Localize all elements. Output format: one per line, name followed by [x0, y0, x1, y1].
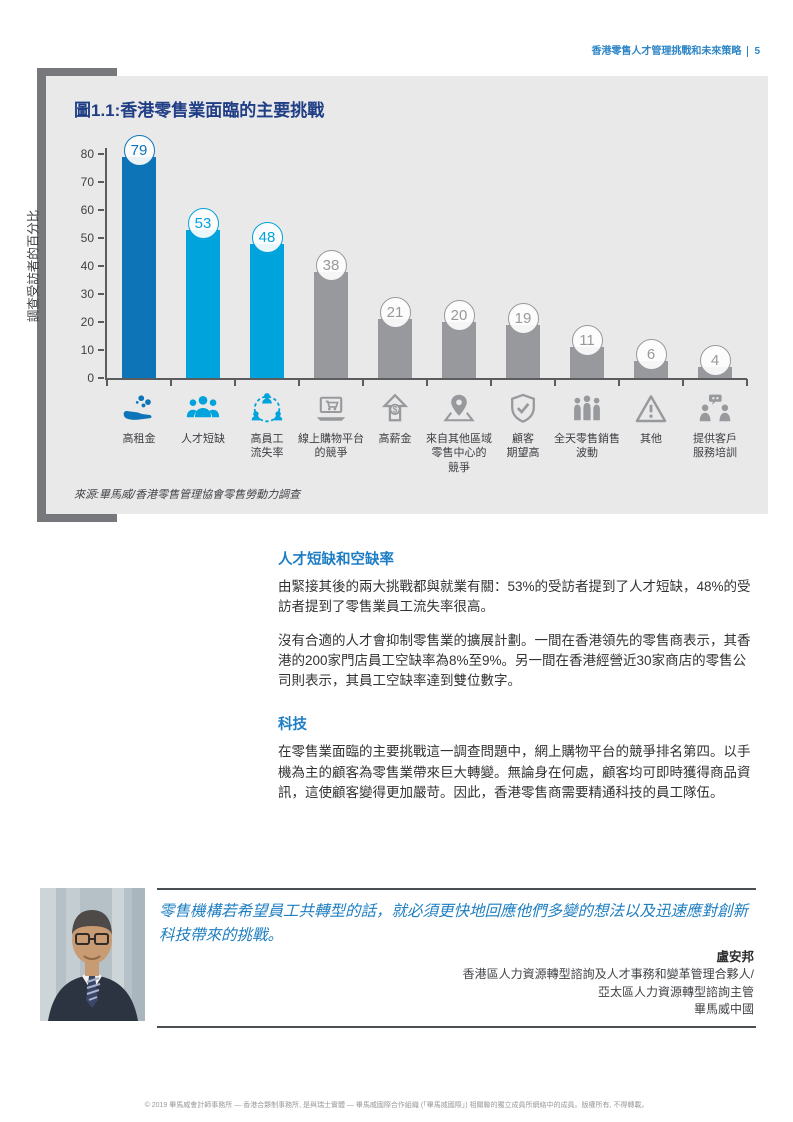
panel-bracket-bottom [37, 513, 117, 522]
bar-value-badge: 21 [379, 297, 411, 329]
y-tick-label: 30 [80, 287, 94, 301]
panel-bracket-left [37, 68, 46, 522]
online-shopping-cart-icon [313, 391, 349, 427]
category-label: 提供客戶 服務培訓 [693, 433, 737, 460]
bar [122, 156, 156, 378]
quote-author-title: 香港區人力資源轉型諮詢及人才事務和變革管理合夥人/ [462, 967, 754, 982]
y-tick-label: 50 [80, 231, 94, 245]
category-label: 高薪金 [378, 433, 412, 445]
y-tick-label: 40 [80, 259, 94, 273]
bar [378, 319, 412, 378]
warning-triangle-icon [633, 391, 669, 427]
x-tick-mark [298, 379, 300, 386]
x-tick-mark [362, 379, 364, 386]
paragraph: 由緊接其後的兩大挑戰都與就業有關：53%的受訪者提到了人才短缺，48%的受訪者提… [278, 579, 751, 615]
bar-value-badge: 6 [635, 339, 667, 371]
bar-value-badge: 11 [571, 325, 603, 357]
x-tick-mark [554, 379, 556, 386]
category-label: 線上購物平台 的競爭 [298, 433, 364, 460]
category-label: 來自其他區域 零售中心的 競爭 [426, 433, 492, 474]
y-axis-title: 調查受訪者的百分比 [26, 209, 41, 323]
y-tick-mark [98, 349, 104, 351]
quote-author-title: 亞太區人力資源轉型諮詢主管 [597, 984, 754, 999]
category-label: 高租金 [122, 433, 156, 445]
quote-text: 零售機構若希望員工共轉型的話，就必須更快地回應他們多變的想法以及迅速應對創新科技… [159, 903, 749, 945]
x-tick-mark [234, 379, 236, 386]
portrait-photo [40, 888, 145, 1021]
copyright-footer: © 2019 畢馬威會計師事務所 — 香港合夥制事務所, 是與瑞士實體 — 畢馬… [144, 1102, 649, 1109]
shield-check-icon [505, 391, 541, 427]
bar-value-badge: 4 [699, 344, 731, 376]
people-group-icon [185, 391, 221, 427]
quote-author-company: 畢馬威中國 [693, 1001, 754, 1016]
portrait-illustration [40, 888, 145, 1021]
bar-value-badge: 38 [315, 249, 347, 281]
y-tick-label: 0 [87, 371, 94, 385]
x-tick-mark [490, 379, 492, 386]
quote-author: 盧安邦 [716, 950, 754, 965]
bar-value-badge: 20 [443, 300, 475, 331]
hand-coins-icon [121, 391, 157, 427]
y-tick-label: 80 [80, 147, 94, 161]
quote-block: 零售機構若希望員工共轉型的話，就必須更快地回應他們多變的想法以及迅速應對創新科技… [157, 888, 756, 1029]
chart-panel: 圖1.1:香港零售業面臨的主要挑戰 調查受訪者的百分比 0 10 20 30 40 50 6… [27, 76, 768, 514]
people-fluctuation-icon [569, 391, 605, 427]
salary-up-arrow-icon: $ [377, 391, 413, 427]
y-tick-label: 20 [80, 315, 94, 329]
page-header: 香港零售人才管理挑戰和未來策略 5 [591, 42, 760, 57]
quote-attribution: 盧安邦 香港區人力資源轉型諮詢及人才事務和變革管理合夥人/ 亞太區人力資源轉型諮… [159, 948, 754, 1018]
category-label: 顧客 期望高 [506, 433, 540, 460]
x-tick-mark [106, 379, 108, 386]
category-label: 高員工 流失率 [250, 433, 284, 460]
x-tick-mark [682, 379, 684, 386]
customer-service-training-icon [697, 391, 733, 427]
svg-text:$: $ [392, 404, 397, 414]
bar [250, 243, 284, 378]
bar [314, 271, 348, 378]
paragraph: 沒有合適的人才會抑制零售業的擴展計劃。一間在香港領先的零售商表示，其香港的200… [278, 632, 751, 689]
y-tick-mark [98, 209, 104, 211]
chart-source: 來源:畢馬威/香港零售管理協會零售勞動力調查 [74, 489, 301, 501]
y-tick-label: 60 [80, 203, 94, 217]
bar-chart: 調查受訪者的百分比 0 10 20 30 40 50 60 70 80 79 高租金 53 人才短缺 48… [27, 76, 768, 514]
section-heading-technology: 科技 [278, 717, 307, 734]
bar [186, 229, 220, 378]
y-tick-mark [98, 321, 104, 323]
section-heading-talent: 人才短缺和空缺率 [278, 552, 394, 568]
y-tick-mark [98, 237, 104, 239]
y-tick-mark [98, 181, 104, 183]
paragraph: 在零售業面臨的主要挑戰這一調查問題中，網上購物平台的競爭排名第四。以手機為主的顧… [278, 744, 751, 800]
bar [442, 322, 476, 378]
y-tick-mark [98, 153, 104, 155]
y-tick-mark [98, 377, 104, 379]
bar-value-badge: 79 [123, 134, 155, 166]
chart-title: 圖1.1:香港零售業面臨的主要挑戰 [74, 101, 325, 120]
quote-section: 零售機構若希望員工共轉型的話，就必須更快地回應他們多變的想法以及迅速應對創新科技… [40, 888, 756, 1029]
x-tick-mark [746, 379, 748, 386]
x-tick-mark [618, 379, 620, 386]
staff-turnover-icon [249, 391, 285, 427]
y-tick-label: 70 [80, 175, 94, 189]
category-label: 其他 [640, 433, 662, 445]
y-tick-mark [98, 265, 104, 267]
bar-value-badge: 48 [251, 221, 283, 253]
header-title: 香港零售人才管理挑戰和未來策略 [591, 46, 742, 57]
category-label: 人才短缺 [181, 433, 225, 445]
bar-value-badge: 53 [187, 207, 219, 239]
x-tick-mark [426, 379, 428, 386]
body-text: 人才短缺和空缺率 由緊接其後的兩大挑戰都與就業有關：53%的受訪者提到了人才短缺… [278, 548, 756, 816]
bar-value-badge: 19 [507, 302, 539, 334]
y-tick-mark [98, 293, 104, 295]
x-tick-mark [170, 379, 172, 386]
panel-bracket-top [37, 68, 117, 77]
map-pin-icon [441, 391, 477, 427]
y-tick-label: 10 [80, 343, 94, 357]
page-number: 5 [747, 46, 760, 57]
y-axis-line [105, 148, 107, 380]
category-label: 全天零售銷售 波動 [554, 433, 620, 460]
